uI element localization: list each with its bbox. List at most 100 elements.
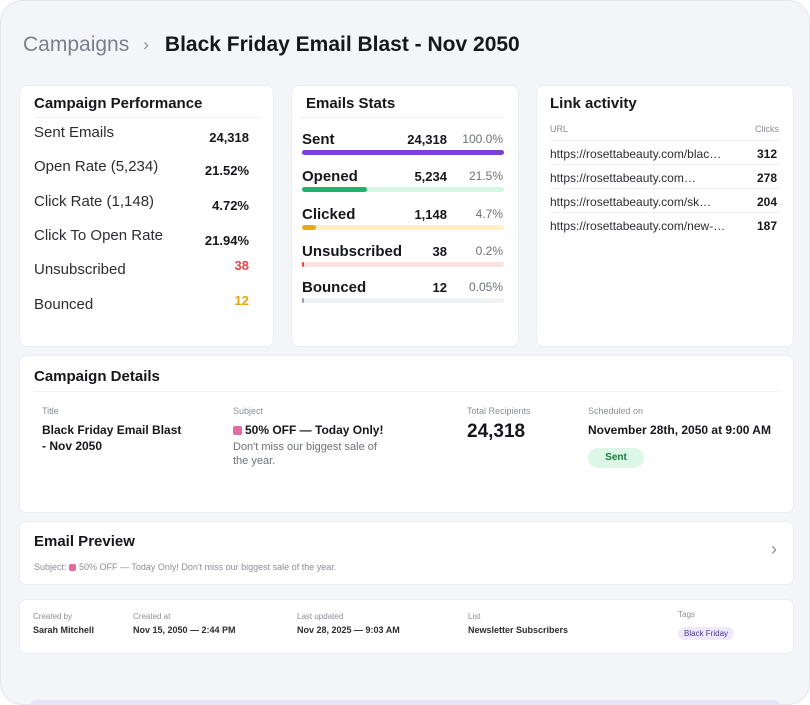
status-badge: Sent (588, 448, 644, 468)
performance-value: 12 (234, 293, 249, 308)
email-preview-subject: Subject: 50% OFF — Today Only! Don't mis… (34, 562, 336, 572)
stat-label: Bounced (302, 279, 367, 296)
stat-progress-track (302, 262, 504, 267)
tag-badge[interactable]: Black Friday (678, 627, 735, 640)
link-clicks: 278 (756, 171, 777, 185)
detail-subject-text: 50% OFF — Today Only! (245, 423, 384, 437)
stat-percent: 0.2% (475, 244, 503, 258)
divider (34, 117, 259, 118)
performance-label: Unsubscribed (34, 261, 126, 278)
stat-row: Sent 24,318 100.0% (302, 131, 504, 165)
performance-row: Unsubscribed 38 (34, 258, 249, 281)
performance-label: Click Rate (1,148) (34, 193, 155, 210)
shopping-bags-icon (233, 426, 242, 435)
stat-progress-fill (302, 298, 304, 303)
emails-stats-title: Emails Stats (306, 95, 396, 112)
stat-percent: 21.5% (468, 169, 503, 183)
link-clicks: 204 (756, 195, 777, 209)
campaign-performance-title: Campaign Performance (34, 95, 203, 112)
campaign-details-title: Campaign Details (34, 368, 160, 385)
performance-value: 24,318 (209, 130, 249, 145)
meta-tags-label: Tags (678, 610, 695, 619)
link-row[interactable]: https://rosettabeauty.com/sk… 204 (550, 188, 779, 212)
stat-row: Clicked 1,148 4.7% (302, 206, 504, 240)
stat-count: 38 (432, 244, 447, 259)
url-column-header: URL (550, 124, 569, 134)
breadcrumb: Campaigns › Black Friday Email Blast - N… (23, 31, 520, 59)
performance-label: Sent Emails (34, 124, 115, 141)
detail-title-label: Title (42, 406, 59, 416)
detail-title-column: Title Black Friday Email Blast - Nov 205… (42, 406, 212, 454)
performance-row: Sent Emails 24,318 (34, 124, 249, 145)
stat-percent: 100.0% (462, 132, 503, 146)
link-clicks: 312 (756, 147, 777, 161)
link-table-header: URL Clicks (550, 124, 779, 138)
performance-row: Click Rate (1,148) 4.72% (34, 193, 249, 213)
breadcrumb-campaigns-link[interactable]: Campaigns (23, 33, 130, 56)
link-row[interactable]: https://rosettabeauty.com… 278 (550, 164, 779, 188)
link-url[interactable]: https://rosettabeauty.com… (550, 171, 696, 185)
meta-last-updated: Last updated Nov 28, 2025 — 9:03 AM (297, 612, 400, 635)
detail-subject-sub2: the year. (233, 455, 276, 467)
link-row[interactable]: https://rosettabeauty.com/new-… 187 (550, 212, 779, 236)
detail-subject-main: 50% OFF — Today Only! (233, 422, 433, 438)
stat-progress-fill (302, 187, 367, 192)
performance-value: 4.72% (212, 198, 249, 213)
divider (34, 391, 779, 392)
stat-progress-fill (302, 262, 305, 267)
meta-created-by-label: Created by (33, 612, 73, 621)
detail-subject-sub1: Don't miss our biggest sale of (233, 441, 377, 453)
email-preview-card[interactable]: Email Preview Subject: 50% OFF — Today O… (19, 521, 794, 585)
stat-count: 24,318 (407, 132, 447, 147)
stat-percent: 0.05% (468, 280, 503, 294)
stat-row: Bounced 12 0.05% (302, 279, 504, 313)
meta-created-at-value: Nov 15, 2050 — 2:44 PM (133, 625, 236, 635)
performance-row: Click To Open Rate 21.94% (34, 227, 249, 248)
breadcrumb-separator-icon: › (143, 35, 149, 54)
stat-progress-track (302, 298, 504, 303)
bottom-strip (31, 700, 779, 704)
preview-subject-prefix: Subject: (34, 562, 67, 572)
performance-label: Bounced (34, 296, 94, 313)
stat-row: Opened 5,234 21.5% (302, 168, 504, 202)
stat-count: 12 (432, 280, 447, 295)
link-url[interactable]: https://rosettabeauty.com/new-… (550, 219, 726, 233)
detail-subject-label: Subject (233, 406, 264, 416)
stat-count: 5,234 (414, 169, 447, 184)
meta-list-value: Newsletter Subscribers (468, 625, 569, 635)
link-activity-title: Link activity (550, 95, 637, 112)
emails-stats-card: Emails Stats Sent 24,318 100.0% Opened 5,234… (291, 85, 519, 347)
link-url[interactable]: https://rosettabeauty.com/blac… (550, 147, 722, 161)
stat-label: Clicked (302, 206, 356, 223)
stat-progress-track (302, 225, 504, 230)
stat-percent: 4.7% (475, 207, 503, 221)
chevron-right-icon[interactable]: › (771, 539, 777, 559)
page-title: Black Friday Email Blast - Nov 2050 (164, 33, 520, 56)
link-row[interactable]: https://rosettabeauty.com/blac… 312 (550, 140, 779, 164)
meta-created-at: Created at Nov 15, 2050 — 2:44 PM (133, 612, 236, 635)
performance-value: 21.52% (204, 163, 249, 178)
stat-label: Unsubscribed (302, 243, 403, 260)
campaign-meta-card: Created by Sarah Mitchell Created at Nov… (19, 599, 794, 654)
email-preview-title: Email Preview (34, 533, 135, 550)
stat-row: Unsubscribed 38 0.2% (302, 243, 504, 277)
detail-recipients-label: Total Recipients (467, 406, 531, 416)
meta-created-at-label: Created at (133, 612, 171, 621)
stat-count: 1,148 (414, 207, 447, 222)
performance-row: Open Rate (5,234) 21.52% (34, 158, 249, 178)
meta-list-label: List (468, 612, 481, 621)
campaign-performance-card: Campaign Performance Sent Emails 24,318 Op… (19, 85, 274, 347)
clicks-column-header: Clicks (755, 124, 779, 134)
meta-created-by: Created by Sarah Mitchell (33, 612, 94, 635)
shopping-bags-icon (69, 564, 77, 571)
link-clicks: 187 (756, 219, 777, 233)
performance-row: Bounced 12 (34, 293, 249, 316)
stat-progress-track (302, 187, 504, 192)
performance-label: Open Rate (5,234) (34, 158, 159, 175)
link-url[interactable]: https://rosettabeauty.com/sk… (550, 195, 712, 209)
detail-title-line1: Black Friday Email Blast (42, 423, 182, 437)
detail-recipients-column: Total Recipients 24,318 (467, 406, 577, 443)
stat-progress-fill (302, 225, 317, 230)
performance-value: 21.94% (204, 233, 249, 248)
